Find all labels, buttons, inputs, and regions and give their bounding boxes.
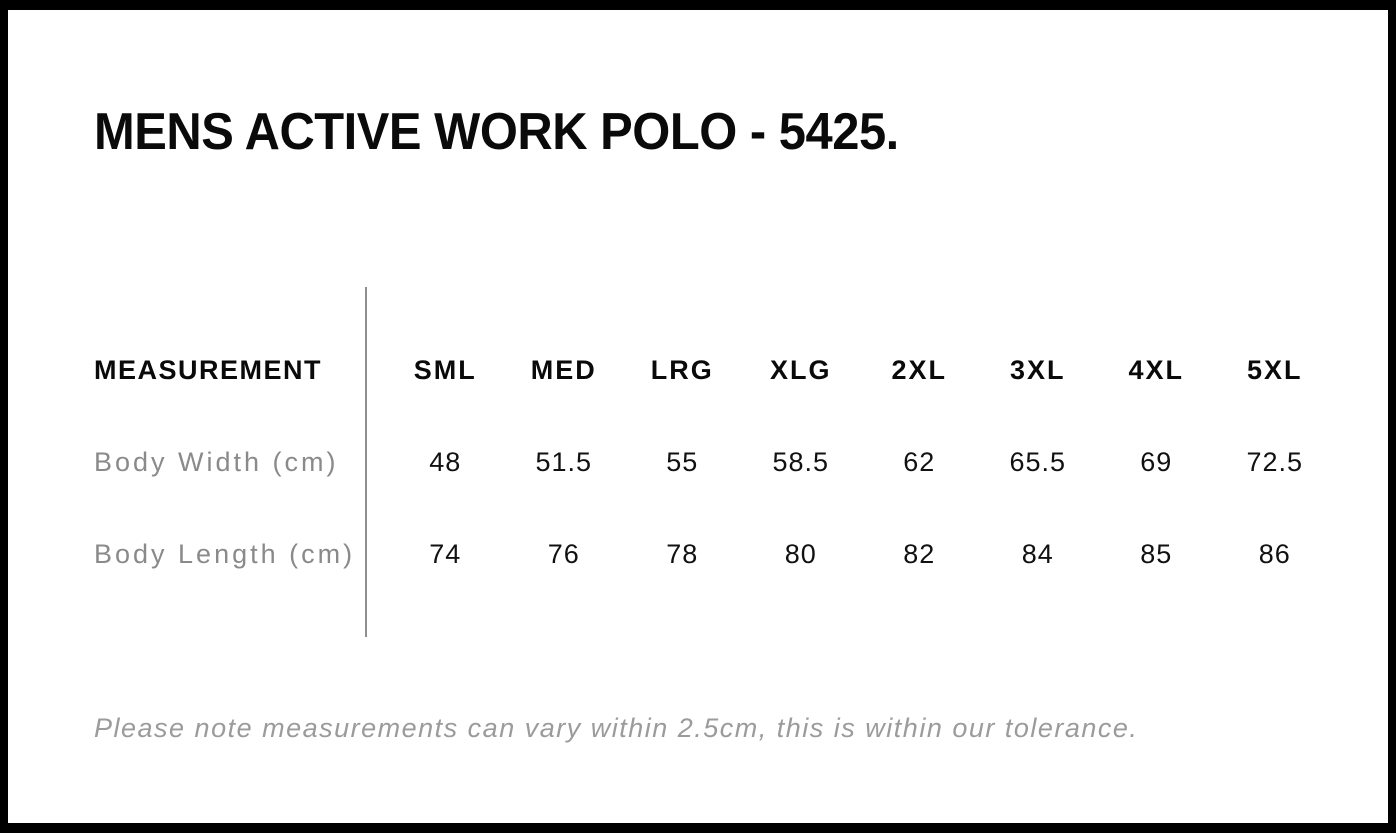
column-header-size-lrg: LRG bbox=[623, 324, 742, 416]
size-header-label: 2XL bbox=[891, 354, 948, 385]
size-header-label: LRG bbox=[650, 354, 714, 385]
row-label: Body Width (cm) bbox=[94, 446, 339, 477]
size-value-cell: 72.5 bbox=[1216, 416, 1335, 508]
column-header-size-sml: SML bbox=[386, 324, 505, 416]
table-row-label-body-length: Body Length (cm) bbox=[94, 508, 386, 600]
column-header-size-4xl: 4XL bbox=[1097, 324, 1216, 416]
column-header-size-med: MED bbox=[505, 324, 624, 416]
body-length-3xl-value: 84 bbox=[1021, 538, 1054, 569]
size-value-cell: 65.5 bbox=[979, 416, 1098, 508]
size-header-label: 3XL bbox=[1009, 354, 1066, 385]
body-width-5xl-value: 72.5 bbox=[1246, 446, 1304, 477]
size-value-cell: 74 bbox=[386, 508, 505, 600]
size-chart-table: MEASUREMENT SML MED LRG XLG 2XL 3XL 4XL … bbox=[94, 287, 1334, 637]
body-length-xlg-value: 80 bbox=[784, 538, 817, 569]
body-length-sml-value: 74 bbox=[429, 538, 462, 569]
size-value-cell: 78 bbox=[623, 508, 742, 600]
column-header-measurement: MEASUREMENT bbox=[94, 324, 386, 416]
size-header-label: MED bbox=[530, 354, 597, 385]
body-width-lrg-value: 55 bbox=[666, 446, 699, 477]
body-width-4xl-value: 69 bbox=[1140, 446, 1173, 477]
size-value-cell: 48 bbox=[386, 416, 505, 508]
size-value-cell: 76 bbox=[505, 508, 624, 600]
body-width-3xl-value: 65.5 bbox=[1009, 446, 1067, 477]
size-header-label: 4XL bbox=[1128, 354, 1185, 385]
size-value-cell: 58.5 bbox=[742, 416, 861, 508]
body-length-5xl-value: 86 bbox=[1258, 538, 1291, 569]
size-value-cell: 84 bbox=[979, 508, 1098, 600]
size-value-cell: 86 bbox=[1216, 508, 1335, 600]
body-width-xlg-value: 58.5 bbox=[772, 446, 830, 477]
column-header-size-2xl: 2XL bbox=[860, 324, 979, 416]
tolerance-note: Please note measurements can vary within… bbox=[94, 713, 1139, 743]
size-value-cell: 80 bbox=[742, 508, 861, 600]
body-length-lrg-value: 78 bbox=[666, 538, 699, 569]
product-title: MENS ACTIVE WORK POLO - 5425. bbox=[94, 103, 899, 161]
size-header-label: XLG bbox=[769, 354, 832, 385]
size-header-label: 5XL bbox=[1246, 354, 1303, 385]
size-header-label: SML bbox=[413, 354, 477, 385]
body-width-med-value: 51.5 bbox=[535, 446, 593, 477]
body-length-2xl-value: 82 bbox=[903, 538, 936, 569]
table-divider-line bbox=[365, 287, 367, 637]
size-value-cell: 69 bbox=[1097, 416, 1216, 508]
column-header-size-3xl: 3XL bbox=[979, 324, 1098, 416]
measurement-header-label: MEASUREMENT bbox=[94, 354, 323, 385]
size-value-cell: 51.5 bbox=[505, 416, 624, 508]
body-width-2xl-value: 62 bbox=[903, 446, 936, 477]
size-value-cell: 82 bbox=[860, 508, 979, 600]
size-value-cell: 55 bbox=[623, 416, 742, 508]
row-label: Body Length (cm) bbox=[94, 538, 356, 569]
column-header-size-5xl: 5XL bbox=[1216, 324, 1335, 416]
size-value-cell: 62 bbox=[860, 416, 979, 508]
size-value-cell: 85 bbox=[1097, 508, 1216, 600]
column-header-size-xlg: XLG bbox=[742, 324, 861, 416]
body-length-med-value: 76 bbox=[547, 538, 580, 569]
body-width-sml-value: 48 bbox=[429, 446, 462, 477]
body-length-4xl-value: 85 bbox=[1140, 538, 1173, 569]
table-row-label-body-width: Body Width (cm) bbox=[94, 416, 386, 508]
